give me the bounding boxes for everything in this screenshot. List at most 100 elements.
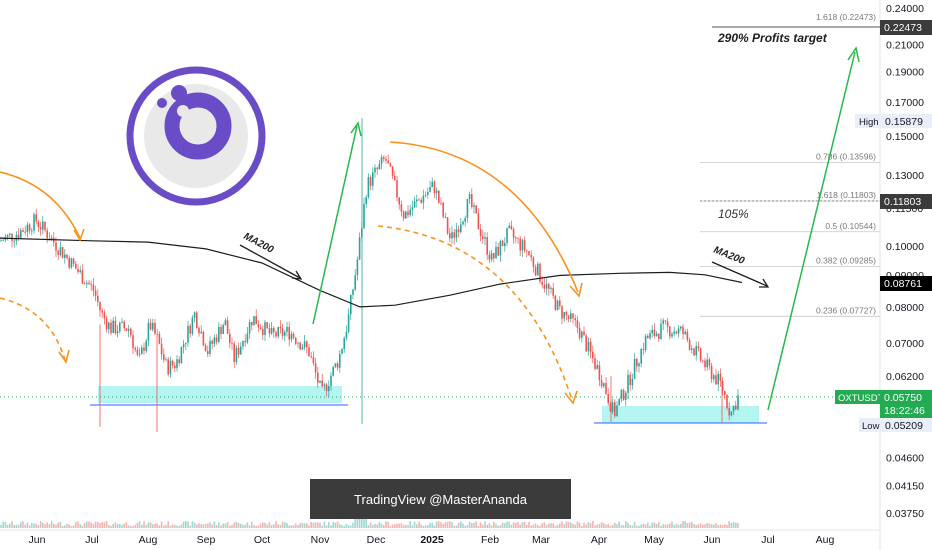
candle-body — [482, 236, 484, 239]
candle-body — [578, 327, 581, 338]
candle-body — [673, 331, 675, 334]
candle-body — [299, 342, 301, 350]
volume-bar — [737, 522, 739, 528]
volume-bar — [484, 521, 486, 528]
volume-bar — [576, 521, 579, 528]
volume-bar — [405, 524, 407, 528]
volume-bar — [323, 521, 326, 528]
volume-bar — [559, 523, 561, 528]
volume-bar — [477, 525, 480, 528]
volume-bar — [708, 523, 711, 528]
candle-body — [350, 295, 352, 315]
candle-body — [75, 263, 77, 269]
candle-body — [158, 333, 161, 344]
volume-bar — [550, 523, 552, 528]
volume-bar — [460, 521, 462, 528]
volume-bar — [512, 522, 515, 528]
volume-bar — [314, 522, 317, 528]
volume-bar — [600, 522, 603, 528]
volume-bar — [704, 524, 706, 528]
volume-bar — [116, 524, 119, 528]
candle-body — [345, 331, 348, 339]
candle-body — [402, 211, 405, 219]
candle-body — [141, 347, 143, 354]
candle-body — [512, 229, 515, 238]
volume-bar — [618, 521, 620, 528]
x-tick-label: May — [644, 534, 665, 546]
candle-body — [427, 191, 429, 196]
fib-level-label: 0.5 (0.10544) — [825, 221, 876, 231]
volume-bar — [334, 522, 337, 528]
volume-bar — [279, 524, 282, 528]
candle-body — [334, 363, 337, 367]
volume-bar — [508, 521, 510, 528]
candle-body — [367, 177, 370, 198]
volume-bar — [728, 521, 730, 528]
volume-bar — [48, 524, 51, 528]
candle-body — [64, 254, 66, 258]
volume-bar — [77, 521, 79, 528]
volume-bar — [90, 522, 92, 528]
candle-body — [598, 365, 601, 381]
volume-bar — [59, 521, 62, 528]
volume-bar — [438, 521, 440, 528]
candle-body — [644, 335, 647, 351]
candle-body — [715, 375, 717, 385]
candle-body — [633, 358, 636, 379]
candle-body — [321, 380, 323, 386]
svg-text:0.05209: 0.05209 — [885, 420, 923, 432]
volume-bar — [306, 523, 308, 528]
volume-bar — [688, 522, 691, 528]
candle-body — [0, 240, 2, 242]
volume-bar — [499, 525, 502, 528]
candle-body — [204, 345, 207, 352]
volume-bar — [330, 525, 332, 528]
candle-body — [231, 343, 233, 344]
volume-bar — [9, 523, 11, 528]
volume-bar — [539, 525, 541, 528]
candle-body — [567, 315, 570, 320]
candle-body — [523, 240, 526, 251]
candle-body — [72, 258, 75, 264]
candle-body — [136, 349, 139, 355]
candle-body — [721, 380, 724, 392]
volume-bar — [185, 521, 187, 528]
candle-body — [198, 327, 200, 334]
candle-body — [180, 347, 183, 364]
candle-body — [642, 348, 645, 351]
volume-bar — [479, 522, 482, 528]
volume-bar — [176, 525, 178, 528]
candle-body — [680, 326, 682, 329]
volume-bar — [284, 522, 286, 528]
volume-bar — [33, 523, 35, 528]
candle-body — [145, 340, 147, 351]
candle-body — [178, 359, 180, 364]
volume-bar — [198, 523, 200, 528]
candle-body — [224, 320, 227, 326]
green-arrows — [312, 46, 860, 411]
volume-bar — [61, 525, 64, 528]
fib-level-label: 0.236 (0.07727) — [816, 305, 876, 315]
candle-body — [251, 321, 253, 326]
volume-bar — [400, 523, 403, 528]
volume-bar — [347, 525, 350, 528]
volume-bar — [246, 522, 249, 528]
candle-body — [2, 240, 4, 242]
volume-bar — [224, 523, 227, 528]
candle-body — [669, 326, 671, 337]
candle-body — [314, 363, 317, 373]
volume-bar — [108, 525, 110, 528]
candle-body — [328, 386, 330, 392]
x-tick-label: Jul — [761, 534, 774, 546]
volume-bar — [244, 524, 246, 528]
candle-body — [594, 358, 596, 369]
volume-bar — [455, 525, 458, 528]
volume-bar — [72, 525, 75, 528]
volume-bar — [640, 524, 642, 528]
volume-bar — [248, 525, 251, 528]
candle-body — [55, 242, 57, 251]
candle-body — [341, 348, 343, 354]
candle-body — [42, 221, 44, 230]
candle-body — [574, 318, 576, 321]
